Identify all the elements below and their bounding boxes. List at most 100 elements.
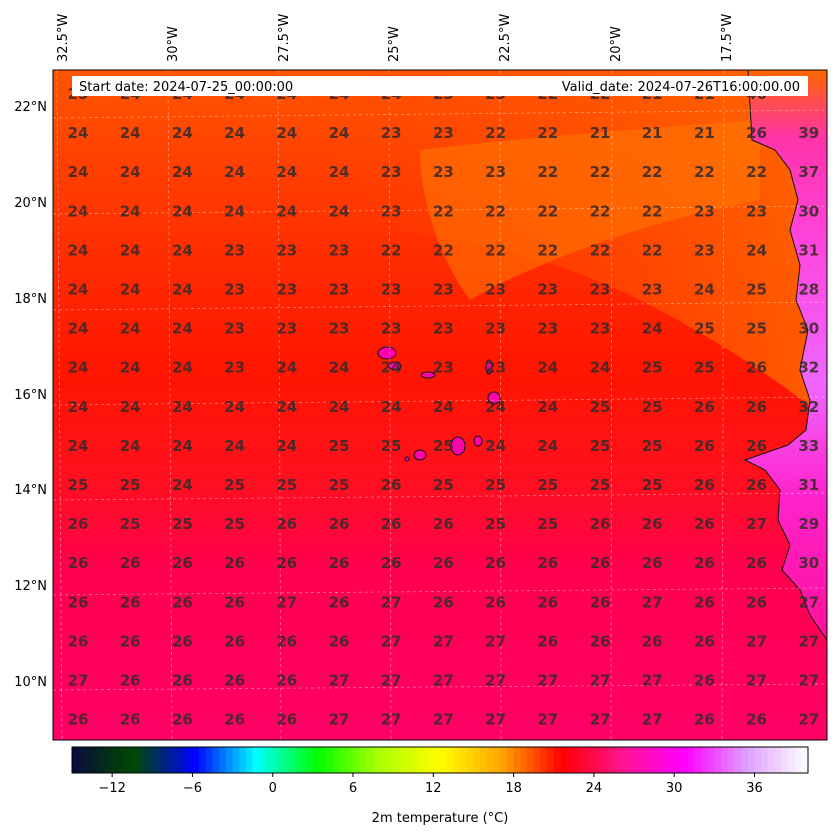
grid-value-r1-c1: 24 xyxy=(120,124,141,142)
colorbar-band xyxy=(573,747,582,773)
grid-value-r4-c3: 23 xyxy=(224,241,245,259)
grid-value-r5-c10: 23 xyxy=(590,281,611,299)
grid-value-r13-c11: 27 xyxy=(642,593,663,611)
colorbar-band xyxy=(774,747,782,773)
colorbar-band xyxy=(680,747,689,773)
grid-value-r7-c7: 23 xyxy=(433,359,454,377)
grid-value-r5-c3: 23 xyxy=(224,281,245,299)
colorbar-band xyxy=(634,747,642,773)
grid-value-r5-c6: 23 xyxy=(381,281,402,299)
colorbar-band xyxy=(426,747,434,773)
grid-value-r6-c11: 24 xyxy=(642,320,663,338)
colorbar-band xyxy=(339,747,347,773)
colorbar-band xyxy=(506,747,515,773)
grid-value-r15-c14: 27 xyxy=(798,672,819,690)
colorbar-band xyxy=(707,747,715,773)
grid-value-r15-c5: 27 xyxy=(329,672,350,690)
colorbar-tick-label: 18 xyxy=(505,781,522,796)
grid-value-r16-c5: 27 xyxy=(329,711,350,729)
grid-value-r2-c12: 22 xyxy=(694,163,715,181)
colorbar-band xyxy=(453,747,461,773)
colorbar-band xyxy=(580,747,588,773)
grid-value-r6-c8: 23 xyxy=(485,320,506,338)
grid-value-r4-c5: 23 xyxy=(329,241,350,259)
grid-value-r10-c4: 25 xyxy=(276,476,297,494)
grid-value-r9-c8: 24 xyxy=(485,437,506,455)
grid-value-r13-c12: 26 xyxy=(694,593,715,611)
grid-value-r11-c14: 29 xyxy=(798,515,819,533)
grid-value-r16-c9: 27 xyxy=(537,711,558,729)
grid-value-r16-c12: 26 xyxy=(694,711,715,729)
grid-value-r9-c9: 24 xyxy=(537,437,558,455)
grid-value-r13-c5: 26 xyxy=(329,593,350,611)
map-plot-area: 2524242424242423232222212140242424242424… xyxy=(53,70,827,740)
grid-value-r15-c9: 27 xyxy=(537,672,558,690)
colorbar-band xyxy=(279,747,287,773)
grid-value-r8-c0: 24 xyxy=(68,398,89,416)
grid-value-r4-c9: 22 xyxy=(537,241,558,259)
grid-value-r4-c14: 31 xyxy=(798,241,819,259)
african-coast-land xyxy=(743,70,827,641)
grid-value-r2-c9: 22 xyxy=(537,163,558,181)
grid-value-r16-c10: 27 xyxy=(590,711,611,729)
grid-value-r10-c6: 26 xyxy=(381,476,402,494)
grid-value-r16-c6: 27 xyxy=(381,711,402,729)
colorbar-band xyxy=(473,747,481,773)
grid-value-r10-c3: 25 xyxy=(224,476,245,494)
grid-value-r2-c5: 24 xyxy=(329,163,350,181)
lat-label-16n: 16°N xyxy=(14,388,47,403)
colorbar-band xyxy=(627,747,635,773)
grid-value-r10-c10: 25 xyxy=(590,476,611,494)
grid-value-r1-c12: 21 xyxy=(694,124,715,142)
grid-value-r6-c13: 25 xyxy=(746,320,767,338)
grid-value-r11-c3: 25 xyxy=(224,515,245,533)
grid-value-r11-c13: 27 xyxy=(746,515,767,533)
grid-value-r12-c8: 26 xyxy=(485,554,506,572)
grid-value-r2-c7: 23 xyxy=(433,163,454,181)
grid-value-r10-c8: 25 xyxy=(485,476,506,494)
grid-value-r7-c2: 24 xyxy=(172,359,193,377)
colorbar-band xyxy=(272,747,281,773)
grid-value-r10-c1: 25 xyxy=(120,476,141,494)
colorbar-band xyxy=(526,747,535,773)
grid-value-r13-c10: 26 xyxy=(590,593,611,611)
grid-value-r2-c1: 24 xyxy=(120,163,141,181)
colorbar-title: 2m temperature (°C) xyxy=(372,811,509,826)
colorbar-band xyxy=(232,747,240,773)
colorbar-band xyxy=(373,747,381,773)
colorbar-band xyxy=(640,747,649,773)
colorbar-band xyxy=(132,747,140,773)
grid-value-r16-c14: 27 xyxy=(798,711,819,729)
grid-value-r3-c5: 24 xyxy=(329,202,350,220)
lon-label-25w: 25°W xyxy=(387,26,402,62)
grid-value-r1-c7: 23 xyxy=(433,124,454,142)
grid-value-r7-c13: 26 xyxy=(746,359,767,377)
colorbar-band xyxy=(152,747,160,773)
grid-value-r15-c2: 26 xyxy=(172,672,193,690)
grid-value-r2-c8: 23 xyxy=(485,163,506,181)
grid-value-r16-c3: 26 xyxy=(224,711,245,729)
colorbar-band xyxy=(781,747,789,773)
colorbar-band xyxy=(179,747,187,773)
grid-value-r6-c10: 23 xyxy=(590,320,611,338)
grid-value-r12-c11: 26 xyxy=(642,554,663,572)
grid-value-r14-c7: 27 xyxy=(433,632,454,650)
grid-value-r4-c4: 23 xyxy=(276,241,297,259)
colorbar-band xyxy=(306,747,314,773)
grid-value-r15-c6: 27 xyxy=(381,672,402,690)
colorbar-band xyxy=(252,747,260,773)
colorbar-band xyxy=(379,747,388,773)
lat-label-22n: 22°N xyxy=(14,100,47,115)
colorbar-band xyxy=(486,747,495,773)
grid-value-r16-c4: 26 xyxy=(276,711,297,729)
grid-value-r8-c3: 24 xyxy=(224,398,245,416)
colorbar-band xyxy=(185,747,194,773)
grid-value-r13-c4: 27 xyxy=(276,593,297,611)
colorbar-band xyxy=(647,747,655,773)
grid-value-r2-c4: 24 xyxy=(276,163,297,181)
colorbar-band xyxy=(767,747,776,773)
colorbar-band xyxy=(353,747,361,773)
lon-label-32-5w: 32.5°W xyxy=(56,14,71,62)
grid-value-r5-c11: 23 xyxy=(642,281,663,299)
grid-value-r7-c10: 24 xyxy=(590,359,611,377)
